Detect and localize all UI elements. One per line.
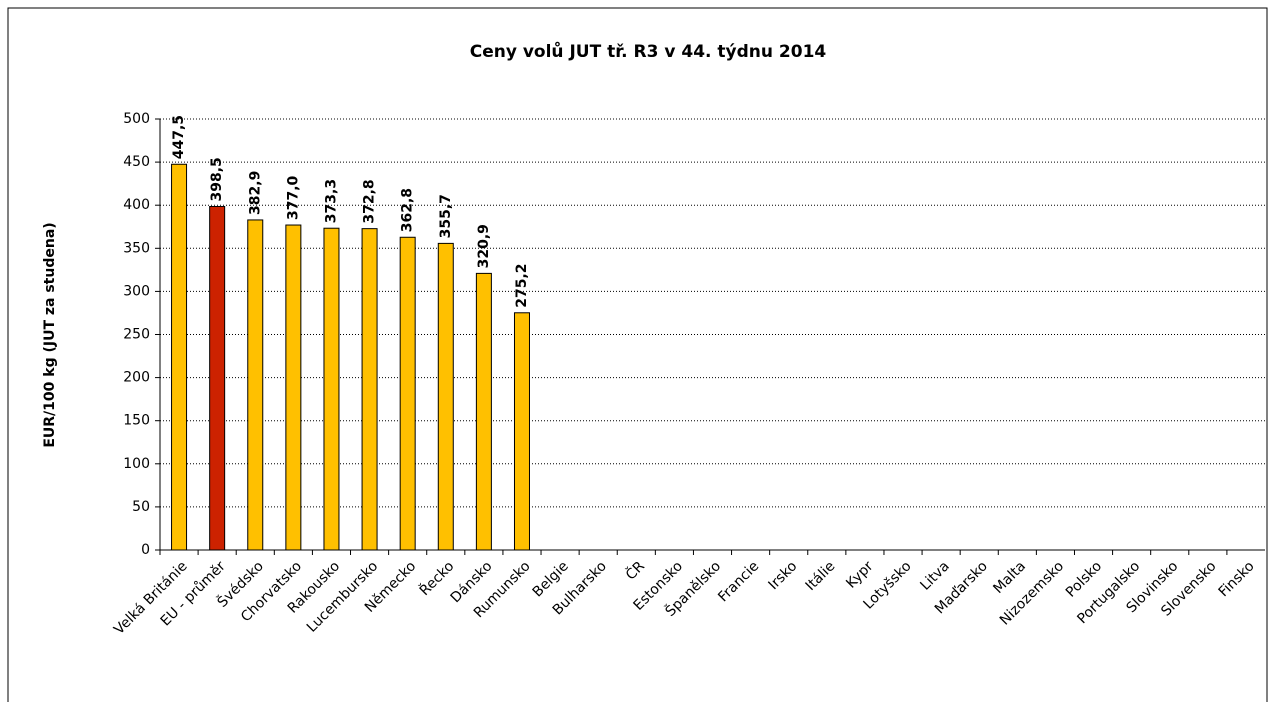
bar — [171, 163, 188, 551]
data-label: 447,5 — [171, 115, 187, 159]
x-tick-label: Litva — [917, 558, 952, 593]
y-tick-label: 300 — [123, 283, 150, 299]
x-tick-label: Itálie — [803, 558, 839, 594]
y-tick-label: 0 — [141, 542, 150, 558]
data-label: 362,8 — [400, 188, 416, 232]
y-tick-label: 400 — [123, 197, 150, 213]
chart-frame — [7, 7, 1268, 702]
x-tick-label: Finsko — [1216, 558, 1258, 600]
bar — [247, 219, 264, 551]
x-tick-label: Francie — [715, 558, 762, 605]
chart-title: Ceny volů JUT tř. R3 v 44. týdnu 2014 — [470, 40, 827, 62]
bar — [475, 272, 492, 551]
bar — [323, 227, 340, 551]
x-tick-label: ČR — [621, 557, 648, 584]
y-tick-label: 450 — [123, 154, 150, 170]
y-tick-label: 350 — [123, 240, 150, 256]
y-axis-label: EUR/100 kg (JUT za studena) — [42, 222, 58, 447]
y-tick-label: 150 — [123, 413, 150, 429]
x-tick-label: Irsko — [765, 558, 800, 593]
data-label: 398,5 — [209, 157, 225, 201]
bar — [437, 242, 454, 551]
x-tick-label: Kypr — [843, 558, 876, 591]
data-label: 382,9 — [247, 171, 263, 215]
data-label: 372,8 — [362, 179, 378, 223]
y-tick-label: 100 — [123, 456, 150, 472]
data-label: 275,2 — [514, 263, 530, 307]
y-tick-label: 200 — [123, 370, 150, 386]
bar — [361, 228, 378, 551]
data-label: 355,7 — [438, 194, 454, 238]
data-label: 320,9 — [476, 224, 492, 268]
bar — [209, 205, 226, 551]
bar — [399, 236, 416, 551]
y-tick-label: 500 — [123, 111, 150, 127]
bar — [513, 312, 530, 551]
y-tick-label: 50 — [132, 499, 150, 515]
y-tick-label: 250 — [123, 327, 150, 343]
data-label: 373,3 — [323, 179, 339, 223]
bar — [285, 224, 302, 551]
data-label: 377,0 — [285, 175, 301, 220]
